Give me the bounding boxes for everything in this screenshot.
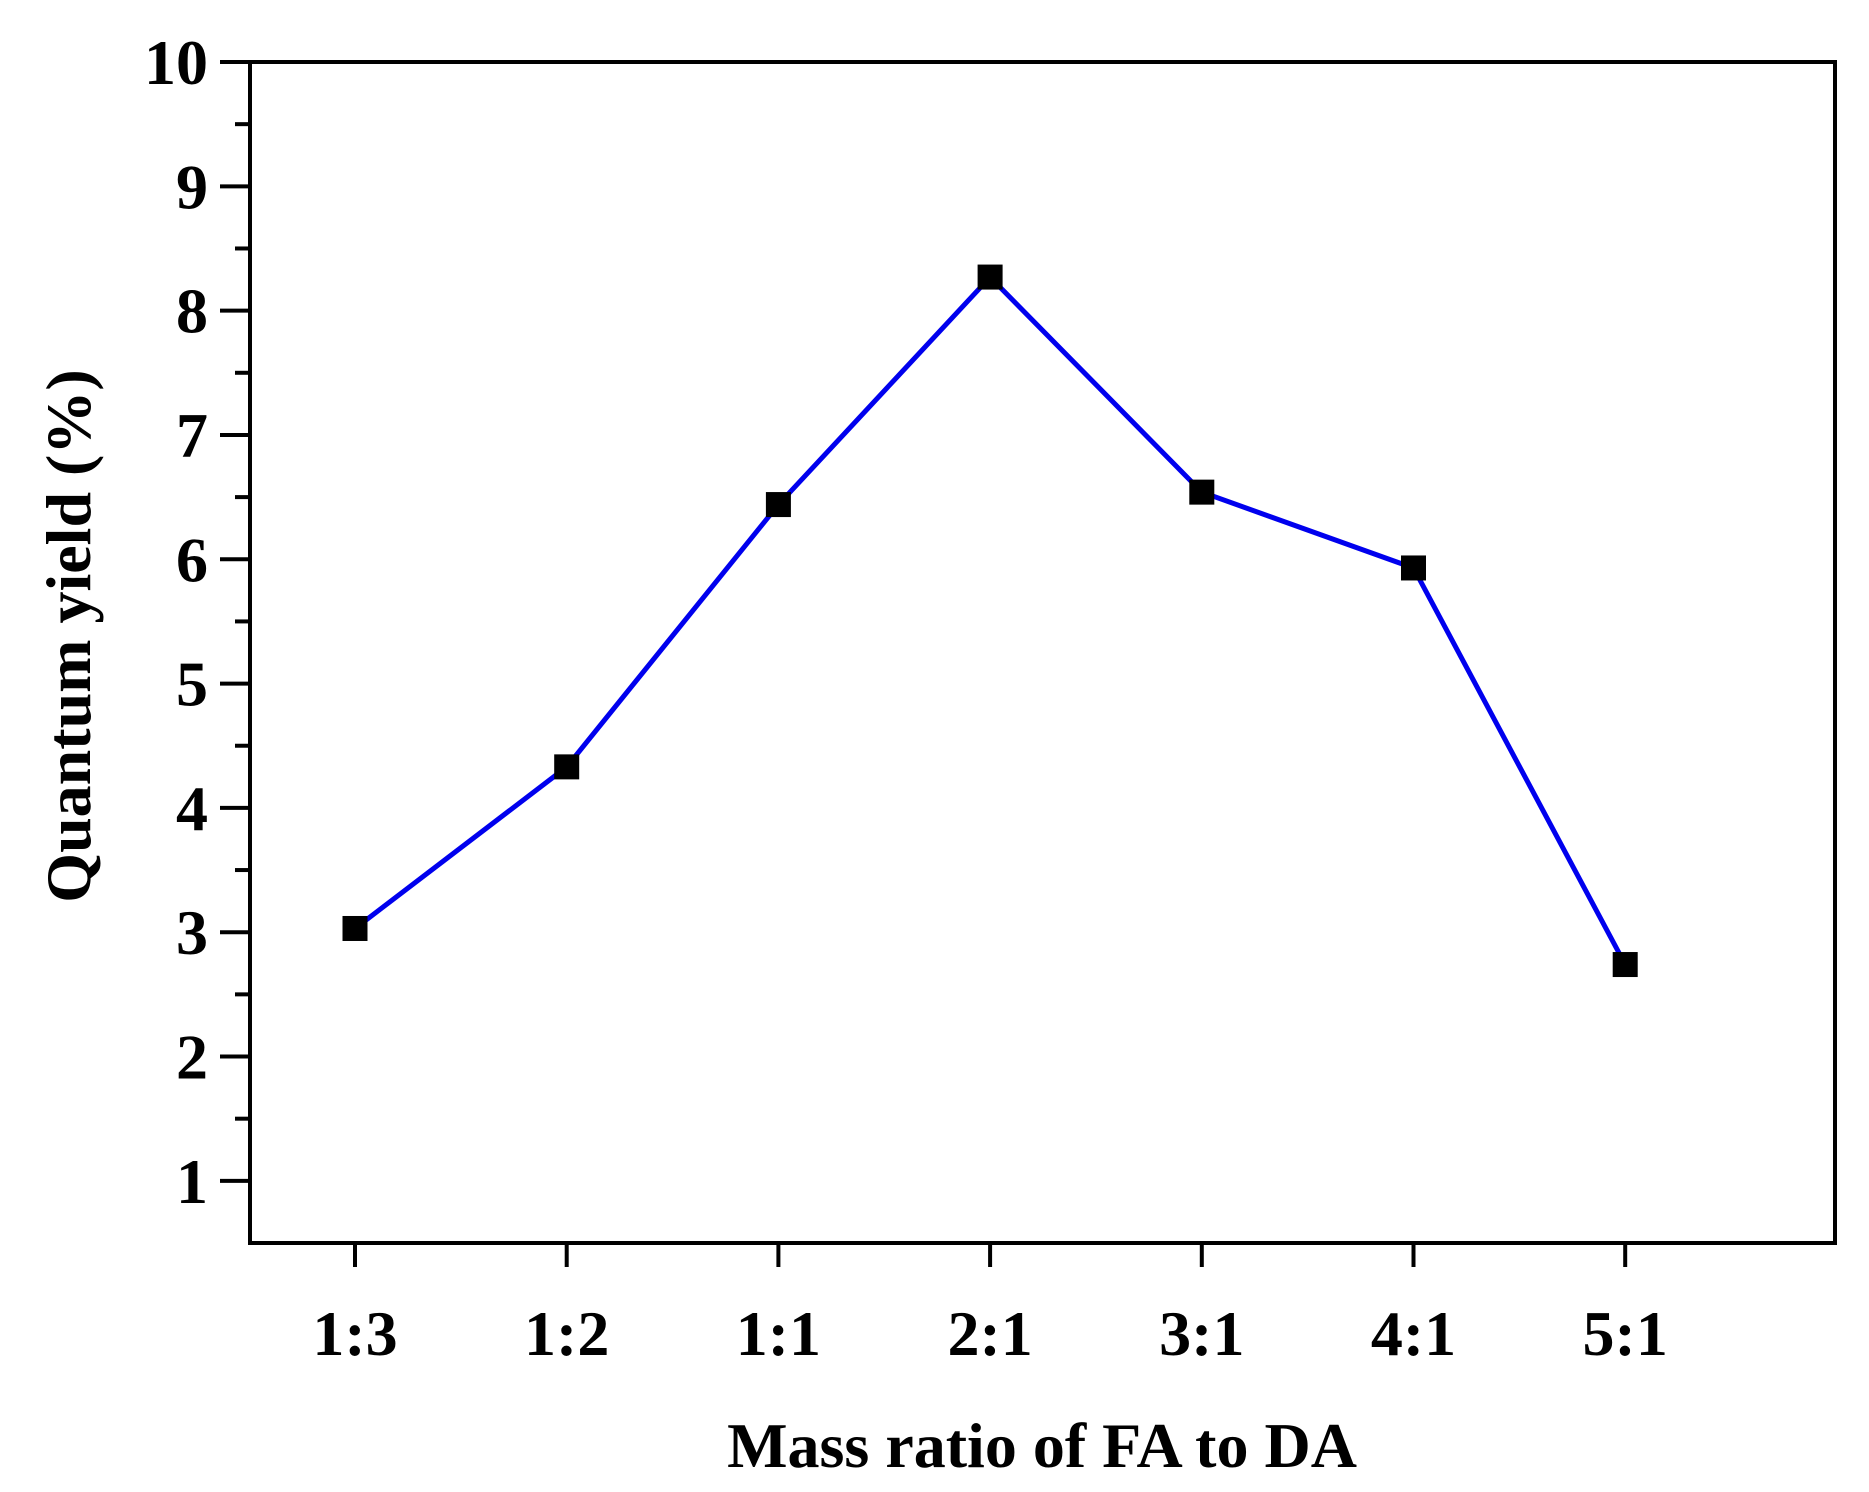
data-point-marker <box>554 754 580 780</box>
data-point-marker <box>765 492 791 518</box>
y-tick-label: 2 <box>176 1022 208 1093</box>
data-point-marker <box>977 264 1003 290</box>
data-point-marker <box>342 915 368 941</box>
x-tick-label: 1:1 <box>736 1298 821 1369</box>
y-tick-label: 10 <box>144 27 208 98</box>
data-point-marker <box>1401 555 1426 581</box>
x-tick-label: 5:1 <box>1583 1298 1668 1369</box>
y-tick-label: 7 <box>176 400 208 471</box>
x-tick-label: 2:1 <box>947 1298 1032 1369</box>
data-markers <box>342 264 1638 978</box>
y-tick-label: 5 <box>176 649 208 720</box>
plot-frame <box>248 60 1837 1245</box>
data-point-marker <box>1189 479 1215 505</box>
y-tick-label: 8 <box>176 276 208 347</box>
data-point-marker <box>1612 952 1638 978</box>
x-axis-title: Mass ratio of FA to DA <box>727 1410 1357 1481</box>
y-tick-label: 1 <box>176 1146 208 1217</box>
y-axis-title: Quantum yield (%) <box>33 369 104 902</box>
y-tick-label: 6 <box>176 524 208 595</box>
plot-border <box>248 60 1837 1245</box>
tick-labels: 1 2 3 4 5 6 7 8 9 10 1:3 1:2 1:1 2:1 3:1 4:1 5:1 <box>144 27 1668 1369</box>
axis-ticks <box>220 60 1628 1267</box>
y-tick-label: 9 <box>176 151 208 222</box>
x-tick-label: 1:3 <box>312 1298 397 1369</box>
x-tick-label: 1:2 <box>524 1298 609 1369</box>
y-tick-label: 4 <box>176 773 208 844</box>
y-tick-label: 3 <box>176 897 208 968</box>
x-tick-label: 3:1 <box>1159 1298 1244 1369</box>
x-tick-label: 4:1 <box>1371 1298 1456 1369</box>
